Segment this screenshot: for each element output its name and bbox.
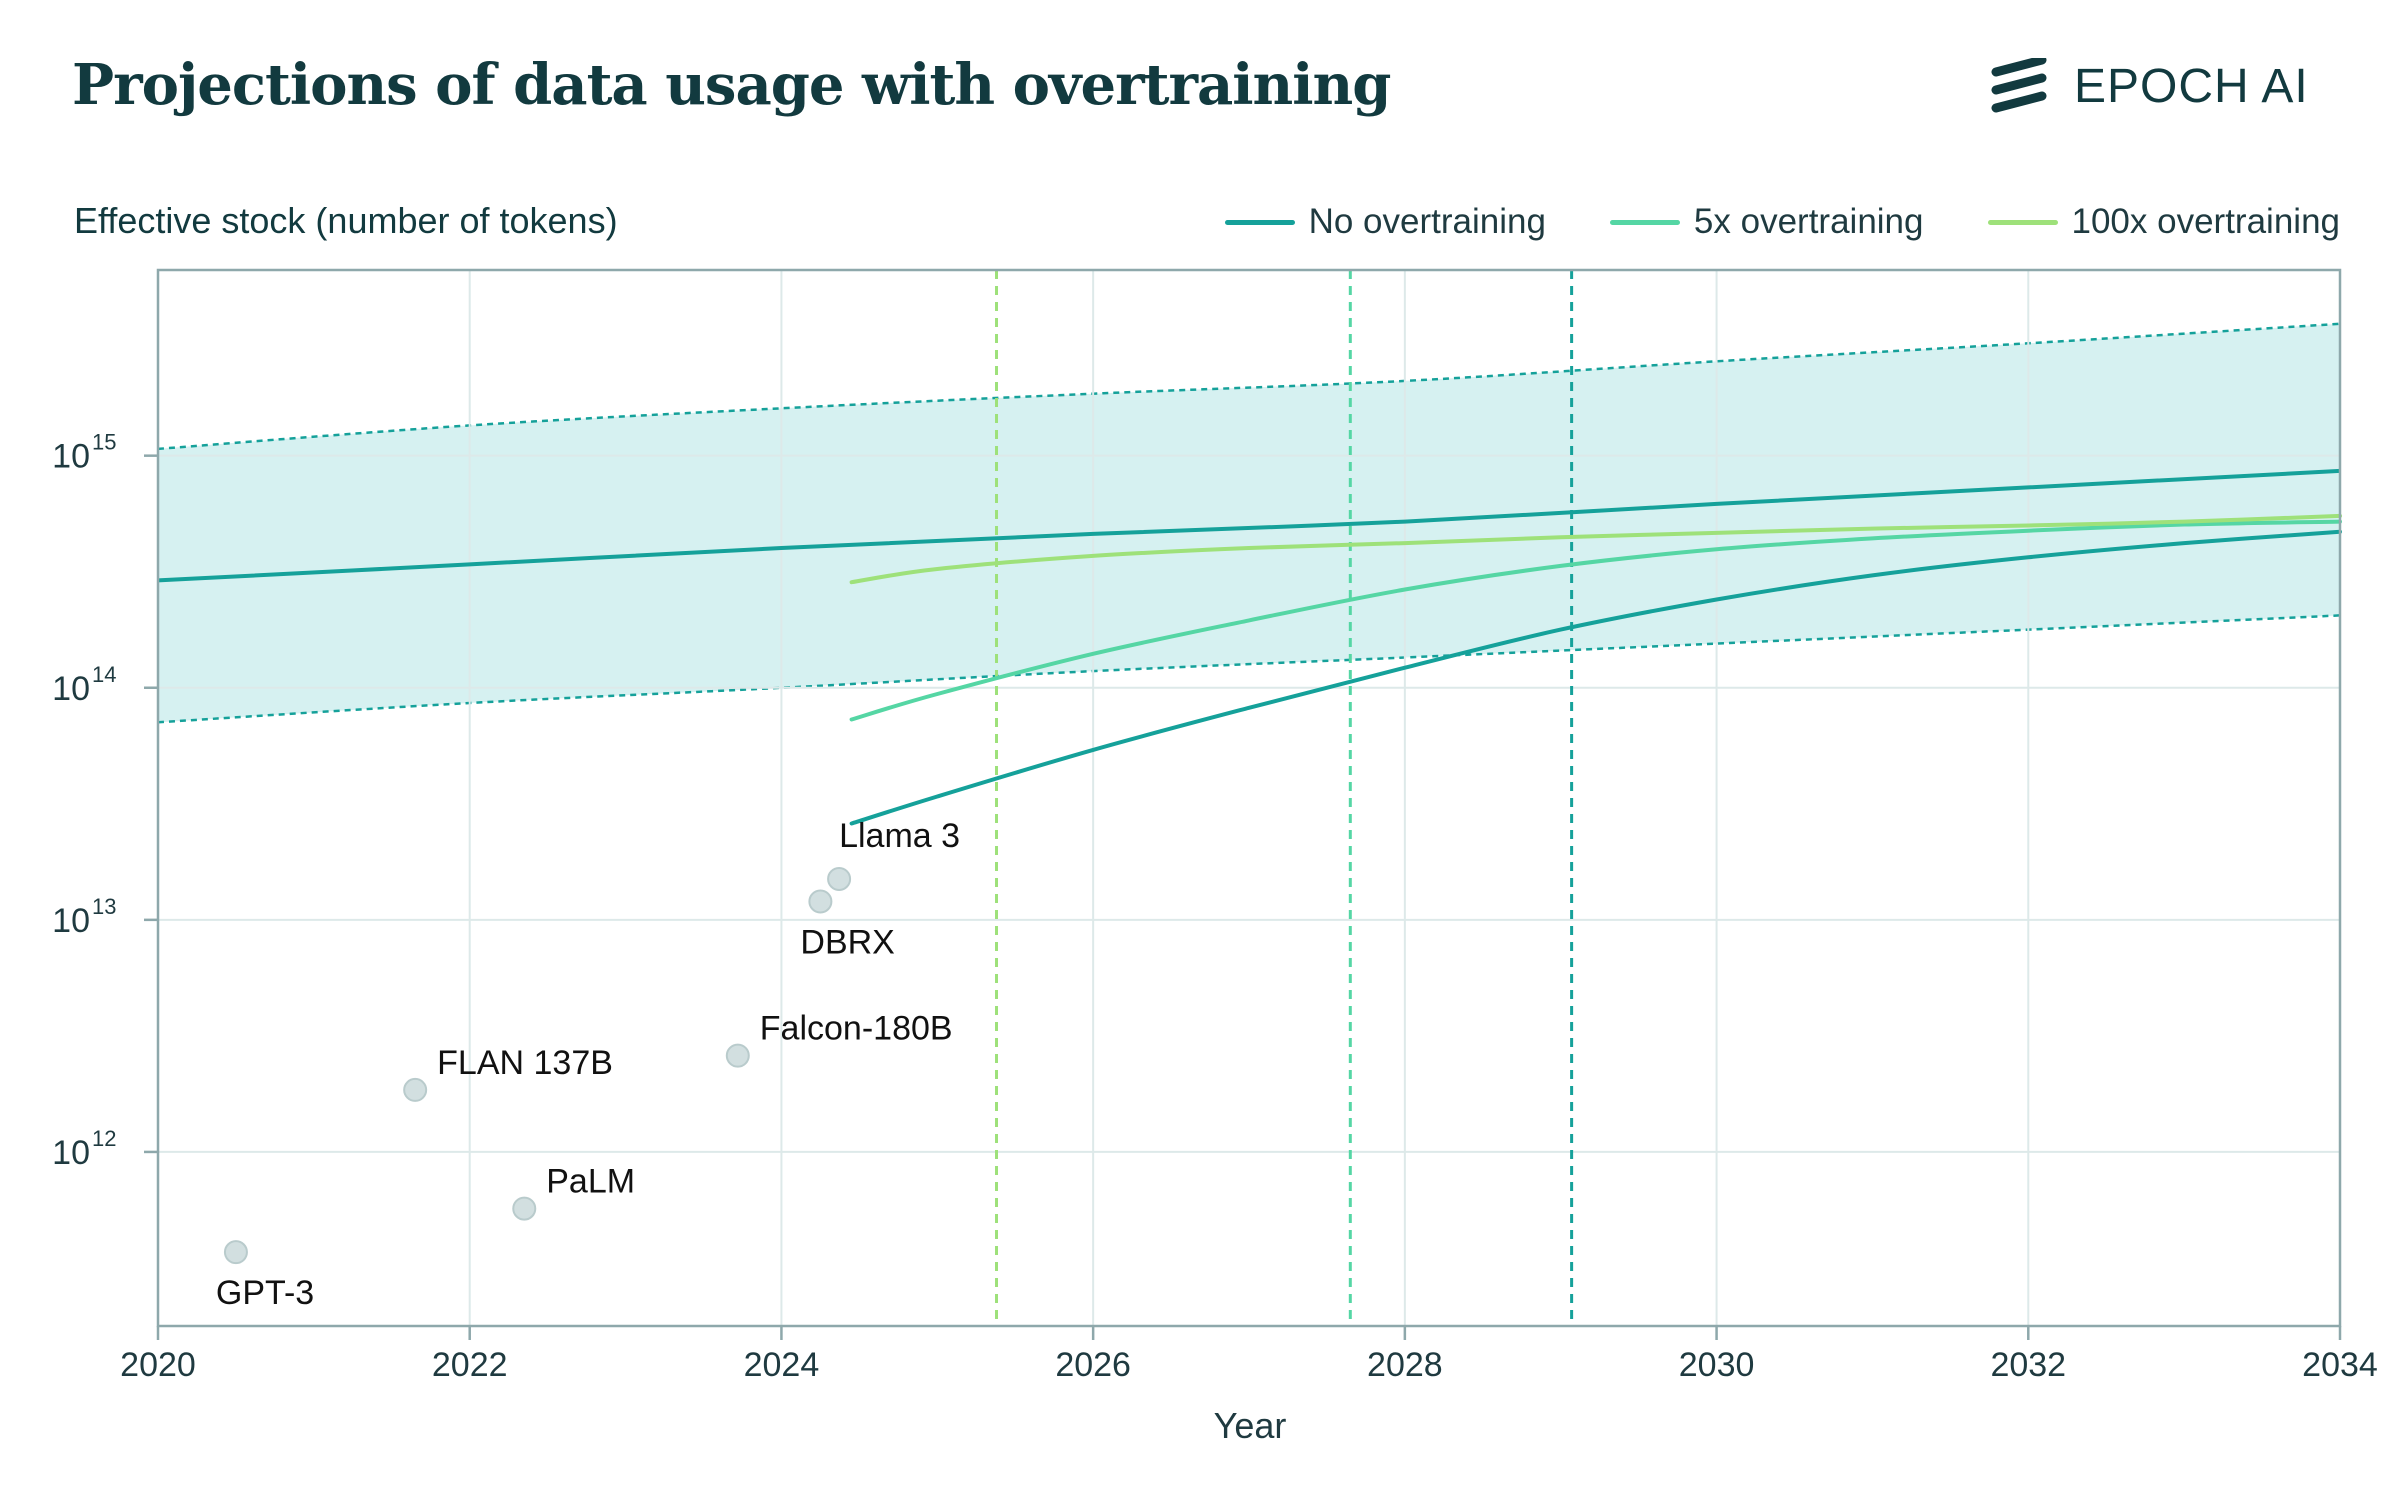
x-tick-label: 2034 <box>2302 1346 2378 1384</box>
epoch-ai-logo: EPOCH AI <box>1990 58 2309 114</box>
page-title: Projections of data usage with overtrain… <box>72 52 1391 118</box>
x-tick-label: 2024 <box>744 1346 820 1384</box>
legend-swatch-no-overtraining <box>1224 219 1295 225</box>
x-tick-label: 2020 <box>120 1346 196 1384</box>
stock-median-line <box>157 468 2341 583</box>
legend-label: No overtraining <box>1308 202 1546 241</box>
vertical-lines-layer <box>995 270 1574 1326</box>
legend-label: 100x overtraining <box>2071 202 2341 241</box>
model-point-label: Llama 3 <box>839 817 960 855</box>
logo-text: EPOCH AI <box>2074 59 2309 113</box>
x-tick-label: 2028 <box>1367 1346 1443 1384</box>
stock-band-lower-line <box>157 614 2341 724</box>
stock-band-area <box>158 323 2340 723</box>
legend-swatch-100x-overtraining <box>1987 219 2058 225</box>
y-tick-exponent: 15 <box>92 430 116 455</box>
model-point <box>223 1240 248 1265</box>
x-tick-label: 2026 <box>1055 1346 1131 1384</box>
model-point-label: GPT-3 <box>216 1274 314 1312</box>
epoch-stripes-icon <box>1991 58 2047 113</box>
legend-item-5x-overtraining[interactable]: 5x overtraining <box>1609 202 1924 242</box>
stock-band-upper-line <box>157 322 2341 451</box>
y-axis-title: Effective stock (number of tokens) <box>74 200 618 241</box>
legend-label: 5x overtraining <box>1693 202 1924 241</box>
series-line-no-overtraining <box>849 529 2342 826</box>
y-tick-exponent: 13 <box>92 894 116 919</box>
points-layer: GPT-3 FLAN 137B PaLM Falcon-180B DBRX Llama 3 <box>216 817 960 1312</box>
x-tick-label: 2032 <box>1990 1346 2066 1384</box>
x-tick-label: 2030 <box>1679 1346 1755 1384</box>
x-axis-title: Year <box>1214 1405 1287 1446</box>
model-point-label: PaLM <box>546 1163 635 1201</box>
legend-item-100x-overtraining[interactable]: 100x overtraining <box>1987 202 2341 242</box>
series-line-5x-overtraining <box>849 519 2342 722</box>
model-point <box>827 866 852 891</box>
chart-legend: No overtraining 5x overtraining 100x ove… <box>1224 202 2341 242</box>
plot-frame <box>156 268 2342 1328</box>
legend-swatch-5x-overtraining <box>1609 219 1680 225</box>
model-point <box>808 889 833 914</box>
legend-item-no-overtraining[interactable]: No overtraining <box>1224 202 1546 242</box>
model-point-label: FLAN 137B <box>437 1044 613 1082</box>
stock-band-layer <box>157 270 2341 1326</box>
x-tick-label: 2022 <box>432 1346 508 1384</box>
model-point-label: Falcon-180B <box>760 1010 953 1048</box>
y-tick-label: 10 <box>52 670 90 708</box>
y-tick-label: 10 <box>52 902 90 940</box>
series-layer <box>157 468 2342 826</box>
y-tick-label: 10 <box>52 1134 90 1172</box>
series-line-100x-overtraining <box>849 513 2342 585</box>
y-tick-exponent: 14 <box>92 662 116 687</box>
y-tick-exponent: 12 <box>92 1126 116 1151</box>
model-point-label: DBRX <box>800 923 894 961</box>
y-tick-label: 10 <box>52 438 90 476</box>
model-point <box>512 1196 537 1221</box>
model-point <box>403 1077 428 1102</box>
model-point <box>725 1043 750 1068</box>
